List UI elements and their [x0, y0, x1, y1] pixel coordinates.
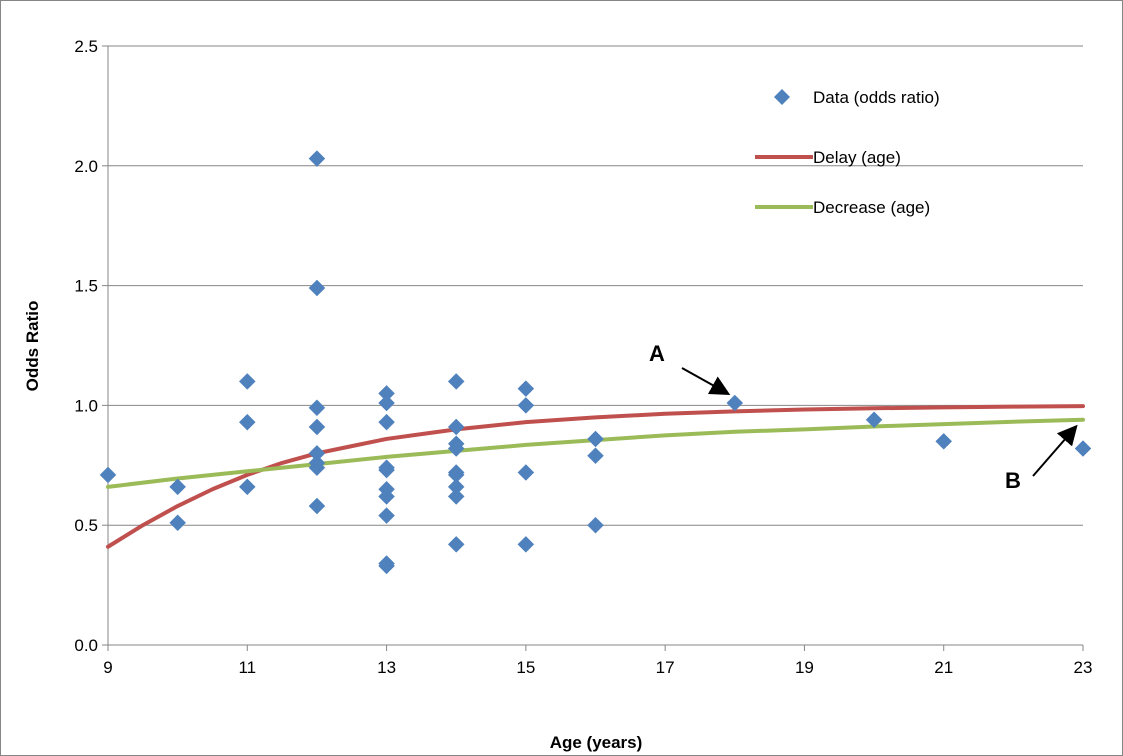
data-point — [587, 447, 604, 465]
annotation-arrow-b — [1032, 424, 1078, 477]
data-point — [587, 516, 604, 534]
x-tick-label: 19 — [795, 658, 814, 677]
data-point — [378, 461, 395, 479]
legend-marker-diamond — [774, 89, 790, 105]
x-axis-title: Age (years) — [550, 733, 643, 752]
annotation-label-a: A — [649, 341, 665, 366]
y-tick-label: 0.0 — [74, 636, 98, 655]
data-point — [378, 507, 395, 524]
data-point — [169, 478, 186, 496]
annotation-label-b: B — [1005, 468, 1021, 493]
data-point — [378, 557, 395, 575]
data-point — [308, 459, 326, 477]
data-point — [378, 488, 395, 505]
annotation-arrow-a — [681, 367, 731, 395]
legend: Data (odds ratio) Delay (age) Decrease (ag… — [755, 88, 940, 217]
legend-label: Delay (age) — [813, 148, 901, 167]
data-point — [308, 150, 326, 167]
data-point — [378, 413, 395, 431]
data-point — [447, 488, 465, 505]
y-tick-label: 0.5 — [74, 516, 98, 535]
y-tick-label: 1.0 — [74, 396, 98, 415]
data-point — [308, 399, 326, 417]
data-point — [238, 413, 256, 431]
gridlines — [108, 45, 1083, 526]
axes — [107, 46, 1083, 646]
legend-label: Decrease (age) — [813, 198, 930, 217]
data-point — [517, 380, 535, 397]
data-point — [238, 373, 256, 390]
data-point — [308, 418, 326, 436]
data-point — [447, 440, 465, 457]
data-point — [447, 373, 465, 390]
data-point — [865, 411, 883, 429]
data-point — [1074, 440, 1092, 457]
legend-label: Data (odds ratio) — [813, 88, 940, 107]
data-point — [169, 514, 186, 532]
data-point — [99, 466, 117, 484]
x-tick-label: 11 — [238, 658, 256, 677]
x-tick-label: 15 — [516, 658, 535, 677]
x-tick-label: 13 — [377, 658, 396, 677]
x-tick-label: 9 — [103, 658, 112, 677]
y-tick-label: 2.5 — [74, 37, 98, 56]
y-tick-label: 2.0 — [74, 157, 98, 176]
data-point — [308, 497, 326, 515]
annotations: AB — [649, 341, 1078, 493]
data-point — [587, 430, 604, 448]
data-point — [447, 418, 465, 436]
data-points — [99, 150, 1092, 575]
data-point — [517, 397, 535, 414]
data-point — [308, 279, 326, 297]
y-axis-ticks: 0.0 0.5 1.0 1.5 2.0 2.5 — [74, 37, 108, 655]
x-tick-label: 23 — [1074, 658, 1093, 677]
y-axis-title: Odds Ratio — [23, 301, 42, 392]
data-point — [517, 536, 535, 553]
x-axis-ticks: 9 11 13 15 17 19 21 23 — [103, 645, 1092, 677]
x-tick-label: 17 — [656, 658, 675, 677]
data-point — [726, 394, 744, 412]
y-tick-label: 1.5 — [74, 277, 98, 296]
data-point — [447, 536, 465, 553]
data-point — [935, 432, 953, 450]
data-point — [378, 394, 395, 412]
x-tick-label: 21 — [934, 658, 953, 677]
data-point — [517, 464, 535, 481]
data-point — [238, 478, 256, 496]
